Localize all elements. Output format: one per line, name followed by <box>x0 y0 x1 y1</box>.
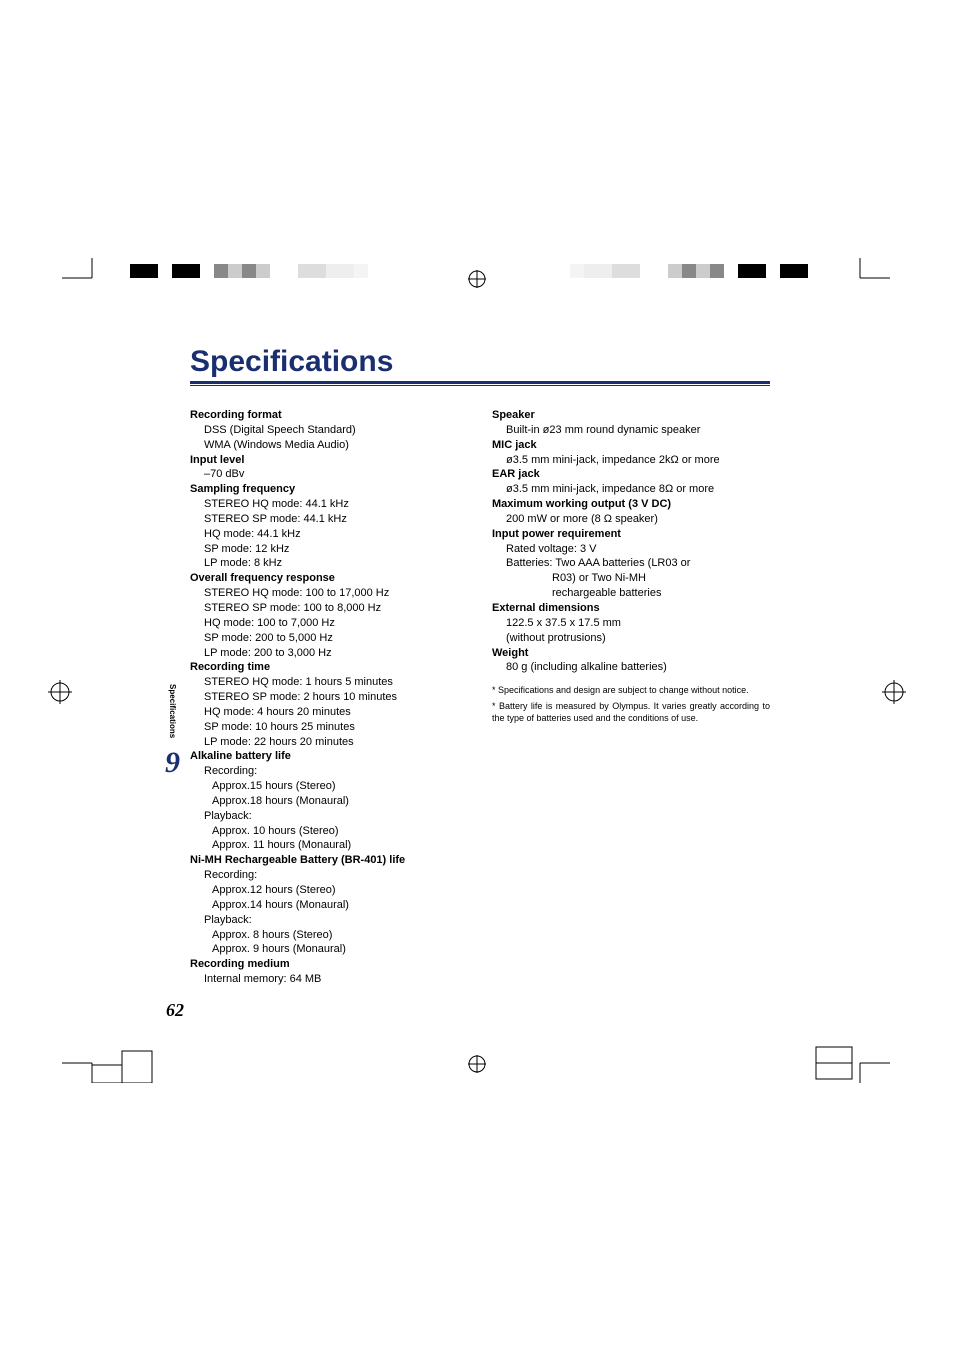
chapter-sidebar: Specifications 9 <box>165 684 180 780</box>
spec-line: Approx. 9 hours (Monaural) <box>212 942 468 957</box>
spec-head: Input power requirement <box>492 527 770 542</box>
spec-line: Approx.14 hours (Monaural) <box>212 898 468 913</box>
spec-line: Built-in ø23 mm round dynamic speaker <box>506 423 770 438</box>
spec-head: External dimensions <box>492 601 770 616</box>
spec-line: Approx. 11 hours (Monaural) <box>212 838 468 853</box>
spec-line: Approx. 10 hours (Stereo) <box>212 824 468 839</box>
crop-marks-top <box>0 258 954 298</box>
footnote: * Specifications and design are subject … <box>492 685 770 697</box>
columns: Recording format DSS (Digital Speech Sta… <box>190 408 770 987</box>
spec-line: STEREO HQ mode: 1 hours 5 minutes <box>204 675 468 690</box>
chapter-number: 9 <box>165 746 180 780</box>
spec-line: LP mode: 200 to 3,000 Hz <box>204 646 468 661</box>
column-left: Recording format DSS (Digital Speech Sta… <box>190 408 468 987</box>
spec-line: SP mode: 200 to 5,000 Hz <box>204 631 468 646</box>
spec-line: LP mode: 8 kHz <box>204 556 468 571</box>
spec-line: rechargeable batteries <box>552 586 770 601</box>
title-rule-thin <box>190 385 770 386</box>
spec-line: WMA (Windows Media Audio) <box>204 438 468 453</box>
spec-head: Ni-MH Rechargeable Battery (BR-401) life <box>190 853 468 868</box>
page-content: Specifications Recording format DSS (Dig… <box>190 345 770 987</box>
spec-line: Recording: <box>204 764 468 779</box>
chapter-label: Specifications <box>168 684 177 738</box>
footnote: * Battery life is measured by Olympus. I… <box>492 701 770 724</box>
registration-mark-icon <box>48 680 72 704</box>
spec-line: –70 dBv <box>204 467 468 482</box>
spec-line: Rated voltage: 3 V <box>506 542 770 557</box>
spec-line: STEREO SP mode: 100 to 8,000 Hz <box>204 601 468 616</box>
spec-line: DSS (Digital Speech Standard) <box>204 423 468 438</box>
spec-line: Playback: <box>204 913 468 928</box>
spec-head: EAR jack <box>492 467 770 482</box>
spec-head: Weight <box>492 646 770 661</box>
spec-line: Approx.15 hours (Stereo) <box>212 779 468 794</box>
spec-line: HQ mode: 4 hours 20 minutes <box>204 705 468 720</box>
spec-line: Batteries: Two AAA batteries (LR03 or <box>506 556 770 571</box>
spec-line: Approx.18 hours (Monaural) <box>212 794 468 809</box>
spec-head: MIC jack <box>492 438 770 453</box>
spec-line: Approx. 8 hours (Stereo) <box>212 928 468 943</box>
page-number: 62 <box>166 1000 184 1021</box>
spec-head: Sampling frequency <box>190 482 468 497</box>
spec-line: ø3.5 mm mini-jack, impedance 8Ω or more <box>506 482 770 497</box>
spec-line: 122.5 x 37.5 x 17.5 mm <box>506 616 770 631</box>
page-title: Specifications <box>190 345 770 379</box>
spec-head: Input level <box>190 453 468 468</box>
spec-line: Approx.12 hours (Stereo) <box>212 883 468 898</box>
registration-mark-icon <box>882 680 906 704</box>
spec-line: 80 g (including alkaline batteries) <box>506 660 770 675</box>
spec-line: ø3.5 mm mini-jack, impedance 2kΩ or more <box>506 453 770 468</box>
spec-line: STEREO SP mode: 2 hours 10 minutes <box>204 690 468 705</box>
spec-head: Overall frequency response <box>190 571 468 586</box>
spec-head: Recording time <box>190 660 468 675</box>
crop-marks-bottom <box>0 1043 954 1083</box>
spec-line: STEREO HQ mode: 100 to 17,000 Hz <box>204 586 468 601</box>
spec-head: Recording format <box>190 408 468 423</box>
column-right: Speaker Built-in ø23 mm round dynamic sp… <box>492 408 770 987</box>
spec-line: HQ mode: 44.1 kHz <box>204 527 468 542</box>
title-rule-thick <box>190 381 770 384</box>
spec-line: STEREO SP mode: 44.1 kHz <box>204 512 468 527</box>
spec-line: (without protrusions) <box>506 631 770 646</box>
spec-line: STEREO HQ mode: 44.1 kHz <box>204 497 468 512</box>
spec-line: SP mode: 10 hours 25 minutes <box>204 720 468 735</box>
spec-line: Internal memory: 64 MB <box>204 972 468 987</box>
spec-line: R03) or Two Ni-MH <box>552 571 770 586</box>
spec-head: Maximum working output (3 V DC) <box>492 497 770 512</box>
spec-line: Recording: <box>204 868 468 883</box>
spec-line: HQ mode: 100 to 7,000 Hz <box>204 616 468 631</box>
spec-line: SP mode: 12 kHz <box>204 542 468 557</box>
spec-head: Speaker <box>492 408 770 423</box>
spec-line: Playback: <box>204 809 468 824</box>
spec-head: Alkaline battery life <box>190 749 468 764</box>
spec-line: LP mode: 22 hours 20 minutes <box>204 735 468 750</box>
spec-head: Recording medium <box>190 957 468 972</box>
spec-line: 200 mW or more (8 Ω speaker) <box>506 512 770 527</box>
